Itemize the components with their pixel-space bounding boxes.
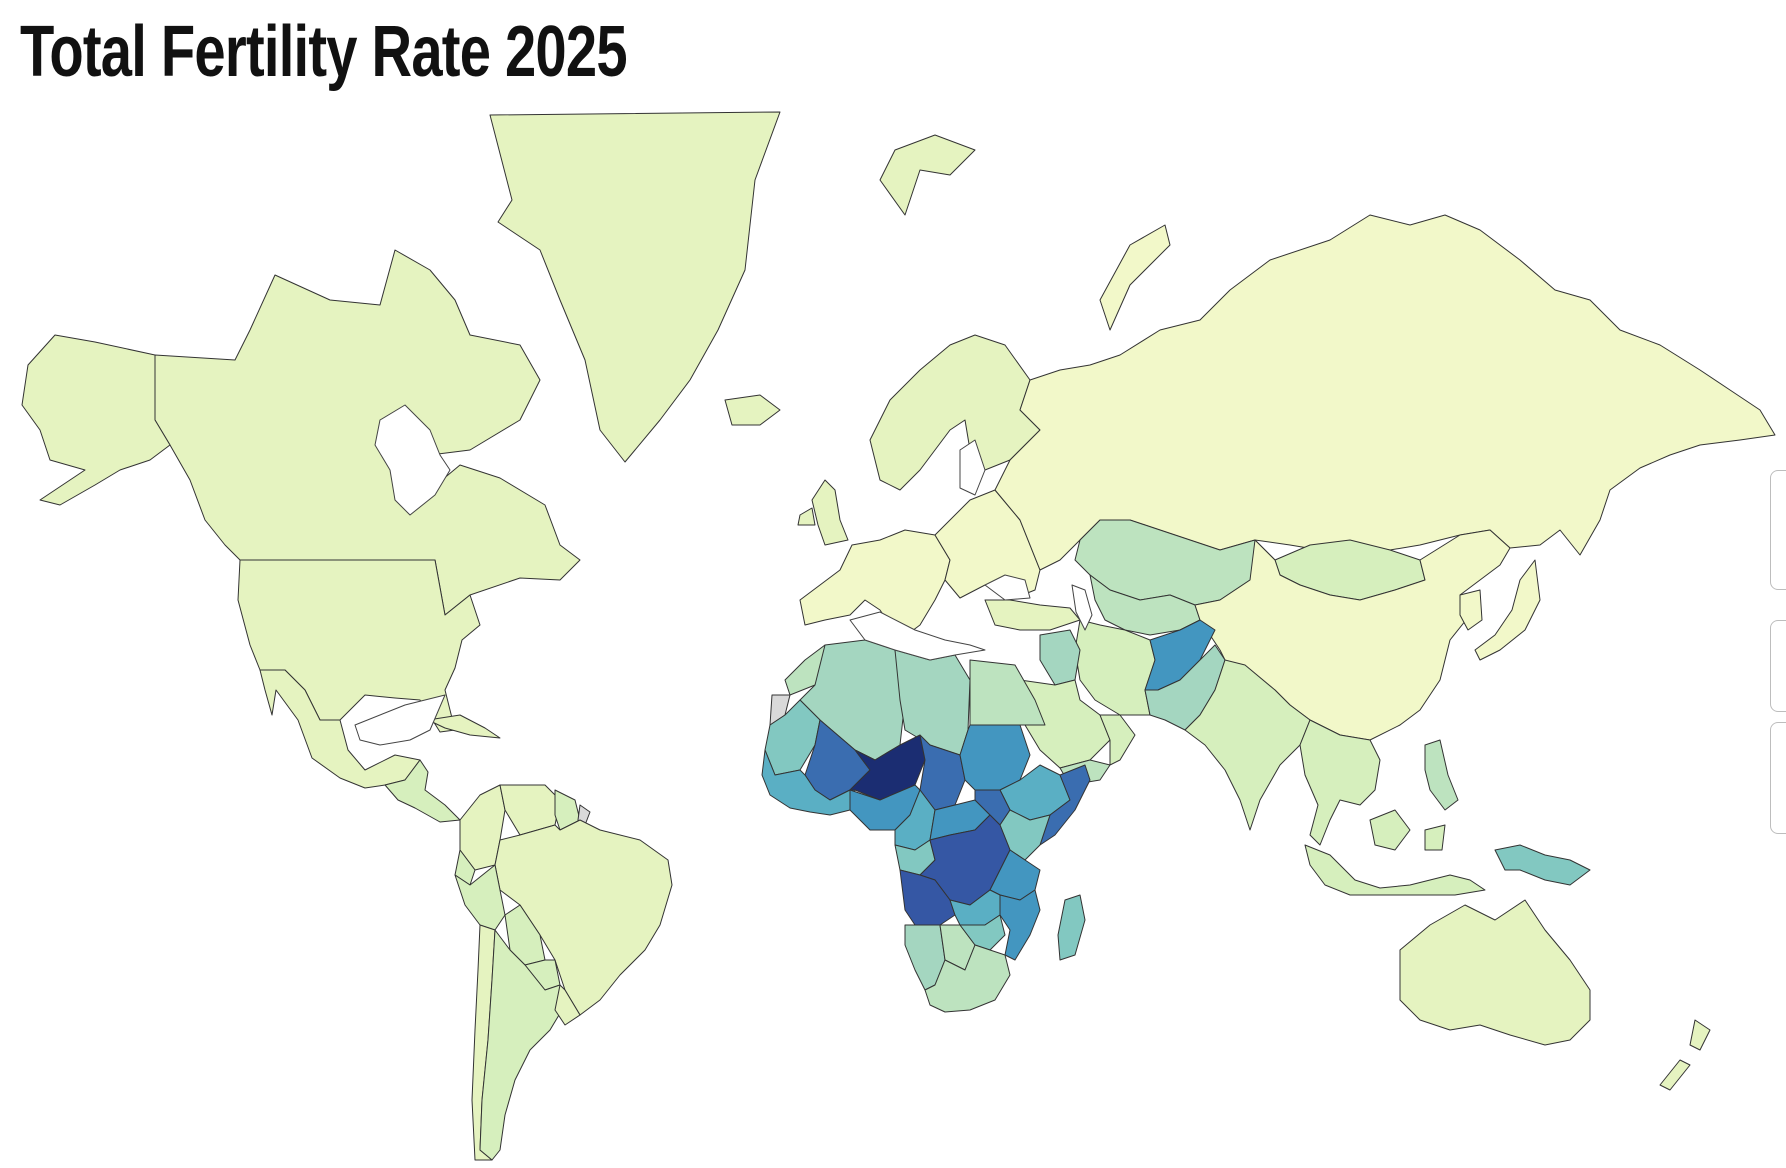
caspian-sea — [1071, 584, 1093, 631]
region-iran[interactable]: Iran — [1074, 619, 1156, 716]
gulf-of-mexico — [354, 694, 446, 746]
region-australia[interactable]: Australia — [1399, 899, 1591, 1046]
side-panel-tab[interactable] — [1770, 470, 1786, 590]
region-indonesia[interactable]: Indonesia — [1304, 809, 1486, 896]
region-british-isles[interactable]: British Isles — [797, 479, 849, 546]
region-mozambique[interactable]: Mozambique — [999, 889, 1041, 961]
baltic-sea — [959, 439, 986, 496]
region-sudan[interactable]: Sudan — [959, 724, 1031, 791]
region-western-europe[interactable]: Western Europe — [799, 529, 951, 641]
region-new-zealand[interactable]: New Zealand — [1659, 1019, 1711, 1091]
side-panel-tab[interactable] — [1770, 620, 1786, 712]
region-argentina[interactable]: Argentina — [479, 929, 566, 1161]
region-iraq[interactable]: Iraq — [1039, 629, 1081, 686]
black-sea — [984, 574, 1031, 601]
region-oman[interactable]: Oman — [1099, 714, 1136, 766]
region-novaya-zemlya[interactable]: Novaya Zemlya — [1099, 224, 1171, 331]
region-japan[interactable]: Japan — [1474, 559, 1541, 661]
region-korea[interactable]: Korea — [1459, 589, 1483, 631]
side-panel-tab[interactable] — [1770, 722, 1786, 834]
region-iceland[interactable]: Iceland — [724, 394, 781, 426]
region-uruguay[interactable]: Uruguay — [554, 984, 581, 1026]
region-greenland[interactable]: Greenland — [489, 111, 781, 463]
region-svalbard[interactable]: Svalbard — [879, 134, 976, 216]
region-turkey[interactable]: Turkey — [984, 599, 1081, 631]
region-philippines[interactable]: Philippines — [1424, 739, 1459, 811]
hudson-bay — [374, 404, 451, 516]
region-southeast-asia[interactable]: Southeast Asia — [1299, 719, 1381, 846]
region-alaska[interactable]: Alaska — [21, 334, 171, 506]
region-russia[interactable]: Russia — [994, 214, 1776, 571]
region-papua-new-guinea[interactable]: Papua New Guinea — [1494, 844, 1591, 886]
page-title: Total Fertility Rate 2025 — [20, 12, 628, 92]
region-india[interactable]: India — [1184, 659, 1311, 831]
region-central-america[interactable]: Central America — [384, 759, 461, 823]
region-south-africa[interactable]: South Africa — [924, 944, 1011, 1013]
region-west-africa-coast[interactable]: West Africa coast — [761, 749, 856, 816]
mediterranean-sea — [849, 611, 986, 661]
region-somalia[interactable]: Somalia — [1039, 764, 1091, 846]
region-brazil[interactable]: Brazil — [494, 819, 673, 1016]
region-madagascar[interactable]: Madagascar — [1057, 894, 1086, 961]
region-cuba[interactable]: Cuba — [427, 714, 501, 739]
region-libya[interactable]: Libya — [894, 649, 971, 756]
